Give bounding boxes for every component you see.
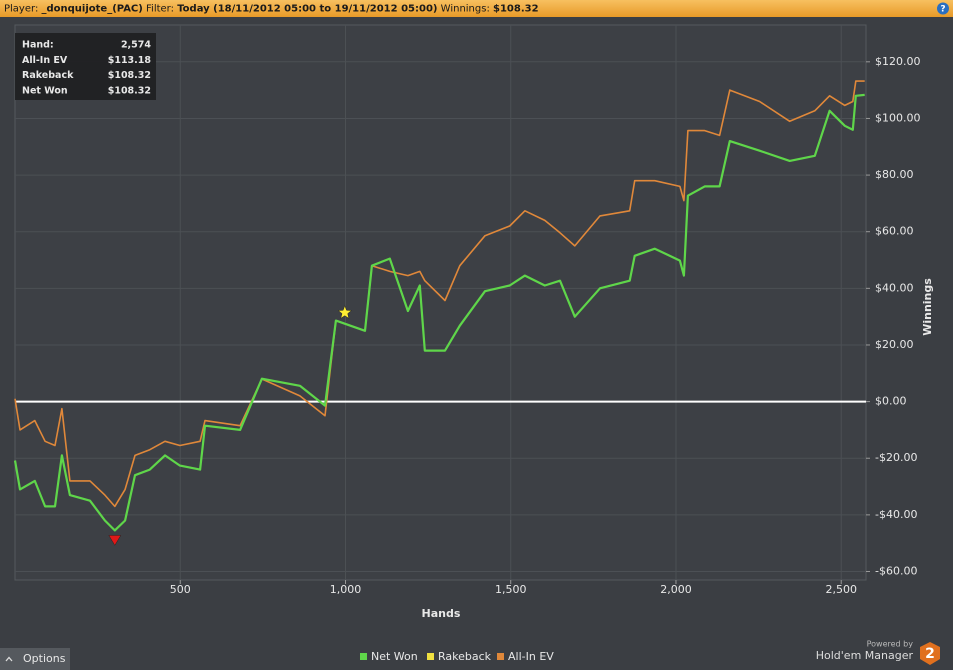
stat-label: Hand:: [22, 40, 54, 51]
brand: Hold'em Manager: [816, 649, 914, 662]
header-text: Player: _donquijote_(PAC) Filter: Today …: [4, 4, 539, 15]
marker: [337, 304, 353, 319]
y-tick-label: $100.00: [875, 111, 921, 124]
marker: [108, 535, 122, 546]
logo: [920, 642, 940, 665]
header-bar: [0, 0, 953, 17]
label: Winnings:: [441, 4, 490, 15]
stat-label: Rakeback: [22, 70, 74, 81]
y-axis-title: Winnings: [921, 278, 934, 336]
options-caret[interactable]: [5, 656, 13, 662]
legend-label: Rakeback: [438, 650, 492, 663]
label: Filter:: [146, 4, 174, 15]
logo-text: 2: [925, 646, 935, 662]
x-tick-label: 1,500: [495, 583, 527, 596]
stat-value: $113.18: [108, 55, 152, 66]
stat-value: 2,574: [121, 40, 151, 51]
y-tick-label: $40.00: [875, 281, 914, 294]
help-icon[interactable]: ?: [940, 5, 945, 15]
x-axis-title: Hands: [422, 607, 461, 620]
x-tick-label: 2,000: [660, 583, 692, 596]
x-tick-label: 2,500: [825, 583, 857, 596]
legend-swatch: [427, 653, 434, 660]
stats: Hand: 2,574 All-In EV $113.18 Rakeback $108.3…: [22, 40, 151, 97]
y-tick-label: $60.00: [875, 225, 914, 238]
powered-by: Powered by: [867, 640, 914, 649]
legend-swatch: [497, 653, 504, 660]
y-tick-label: -$20.00: [875, 451, 917, 464]
y-tick-label: -$60.00: [875, 565, 917, 578]
series-line: [14, 80, 865, 508]
chart: -$60.00 -$40.00 -$20.00 $0.00 $20.00 $40.00 $6…: [13, 25, 934, 620]
help-button[interactable]: [937, 2, 949, 15]
y-tick-label: $0.00: [875, 395, 907, 408]
x-tick-label: 500: [170, 583, 191, 596]
y-tick-label: -$40.00: [875, 508, 917, 521]
stat-label: Net Won: [22, 85, 68, 96]
series-line: [13, 93, 865, 532]
plot-area: [14, 24, 867, 581]
y-tick-label: $120.00: [875, 55, 921, 68]
stat-label: All-In EV: [22, 55, 68, 66]
player: _donquijote_(PAC): [42, 4, 143, 15]
label: Player:: [4, 4, 38, 15]
stat-value: $108.32: [108, 70, 151, 81]
stats-box: [15, 33, 156, 100]
y-tick-label: $20.00: [875, 338, 914, 351]
options-label[interactable]: Options: [23, 652, 66, 665]
legend-swatch: [360, 653, 367, 660]
stat-value: $108.32: [108, 85, 151, 96]
options-button[interactable]: [0, 648, 70, 670]
filter: Today (18/11/2012 05:00 to 19/11/2012 05…: [177, 4, 437, 15]
legend-label: All-In EV: [508, 650, 554, 663]
legend-label: Net Won: [371, 650, 418, 663]
x-tick-label: 1,000: [330, 583, 362, 596]
winnings: $108.32: [493, 4, 539, 15]
y-tick-label: $80.00: [875, 168, 914, 181]
